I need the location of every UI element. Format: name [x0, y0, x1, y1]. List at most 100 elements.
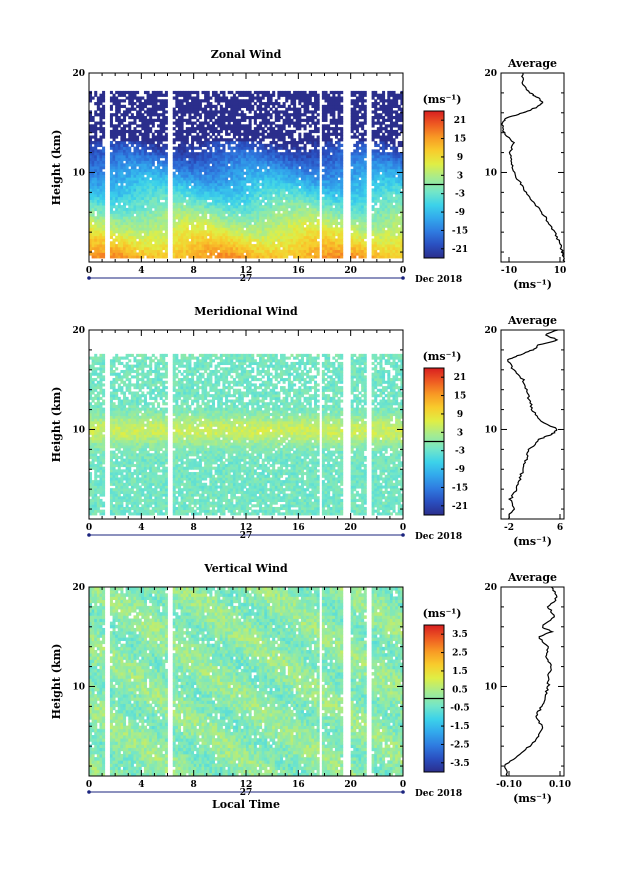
heatmap-cell [287, 171, 291, 175]
heatmap-cell [217, 118, 221, 122]
heatmap-cell [117, 219, 121, 223]
heatmap-cell [146, 196, 150, 200]
heatmap-cell [185, 207, 189, 212]
heatmap-cell [246, 177, 250, 181]
heatmap-cell [96, 221, 100, 225]
heatmap-cell [112, 143, 116, 148]
heatmap-cell [209, 135, 213, 139]
heatmap-cell [123, 166, 127, 170]
heatmap-cell [232, 241, 236, 245]
heatmap-cell [293, 129, 297, 134]
heatmap-cell [327, 210, 331, 214]
heatmap-cell [115, 199, 119, 203]
heatmap-cell [125, 244, 129, 248]
heatmap-cell [238, 135, 242, 139]
heatmap-cell [285, 213, 289, 217]
heatmap-cell [133, 157, 137, 161]
heatmap-cell [225, 205, 229, 209]
heatmap-cell [240, 104, 244, 109]
heatmap-cell [290, 121, 294, 125]
heatmap-cell [295, 193, 299, 198]
heatmap-cell [133, 185, 137, 189]
heatmap-cell [248, 160, 252, 164]
heatmap-cell [138, 96, 142, 100]
heatmap-cell [280, 110, 284, 114]
heatmap-cell [172, 160, 176, 164]
heatmap-cell [117, 143, 121, 148]
heatmap-cell [159, 219, 163, 223]
heatmap-cell [287, 104, 291, 109]
heatmap-cell [272, 149, 276, 153]
heatmap-cell [308, 124, 312, 128]
heatmap-cell [324, 210, 328, 214]
heatmap-cell [350, 246, 354, 251]
heatmap-cell [266, 182, 270, 187]
heatmap-cell [146, 132, 150, 136]
heatmap-cell [133, 252, 137, 256]
heatmap-cell [240, 90, 244, 95]
heatmap-cell [300, 160, 304, 164]
heatmap-cell [120, 113, 124, 117]
heatmap-cell [293, 213, 297, 217]
heatmap-cell [332, 127, 336, 131]
heatmap-cell [146, 93, 150, 97]
heatmap-cell [136, 141, 140, 145]
heatmap-cell [243, 207, 247, 212]
heatmap-cell [188, 177, 192, 181]
heatmap-cell [183, 171, 187, 175]
heatmap-cell [138, 238, 142, 242]
heatmap-cell [314, 185, 318, 189]
heatmap-cell [96, 121, 100, 125]
heatmap-cell [240, 110, 244, 114]
heatmap-cell [94, 255, 98, 259]
heatmap-cell [191, 168, 195, 173]
heatmap-cell [308, 135, 312, 139]
heatmap-cell [201, 152, 205, 156]
heatmap-cell [340, 232, 344, 237]
heatmap-cell [102, 221, 106, 225]
heatmap-cell [327, 110, 331, 114]
heatmap-cell [298, 171, 302, 175]
heatmap-cell [269, 177, 273, 181]
heatmap-cell [314, 202, 318, 206]
heatmap-cell [306, 104, 310, 109]
heatmap-cell [217, 246, 221, 251]
heatmap-cell [109, 230, 113, 234]
heatmap-cell [214, 171, 218, 175]
heatmap-cell [272, 127, 276, 131]
heatmap-cell [89, 110, 93, 114]
heatmap-cell [123, 199, 127, 203]
heatmap-cell [261, 244, 265, 248]
heatmap-cell [172, 141, 176, 145]
heatmap-cell [99, 118, 103, 122]
heatmap-cell [295, 180, 299, 184]
heatmap-cell [138, 124, 142, 128]
heatmap-cell [162, 115, 166, 120]
heatmap-cell [272, 93, 276, 97]
heatmap-cell [159, 221, 163, 225]
heatmap-cell [355, 227, 359, 231]
heatmap-cell [329, 121, 333, 125]
heatmap-cell [180, 191, 184, 195]
heatmap-cell [211, 210, 215, 214]
heatmap-cell [185, 118, 189, 122]
heatmap-cell [240, 255, 244, 259]
heatmap-cell [269, 93, 273, 97]
heatmap-cell [230, 249, 234, 253]
heatmap-cell [91, 185, 95, 189]
heatmap-cell [149, 221, 153, 225]
heatmap-cell [120, 177, 124, 181]
heatmap-cell [332, 154, 336, 159]
heatmap-cell [277, 249, 281, 253]
heatmap-cell [123, 202, 127, 206]
heatmap-cell [217, 185, 221, 189]
heatmap-cell [146, 141, 150, 145]
heatmap-cell [340, 246, 344, 251]
heatmap-cell [143, 168, 147, 173]
heatmap-cell [251, 193, 255, 198]
heatmap-cell [253, 110, 257, 114]
heatmap-cell [337, 252, 341, 256]
heatmap-cell [246, 174, 250, 178]
heatmap-cell [191, 202, 195, 206]
heatmap-cell [99, 102, 103, 106]
